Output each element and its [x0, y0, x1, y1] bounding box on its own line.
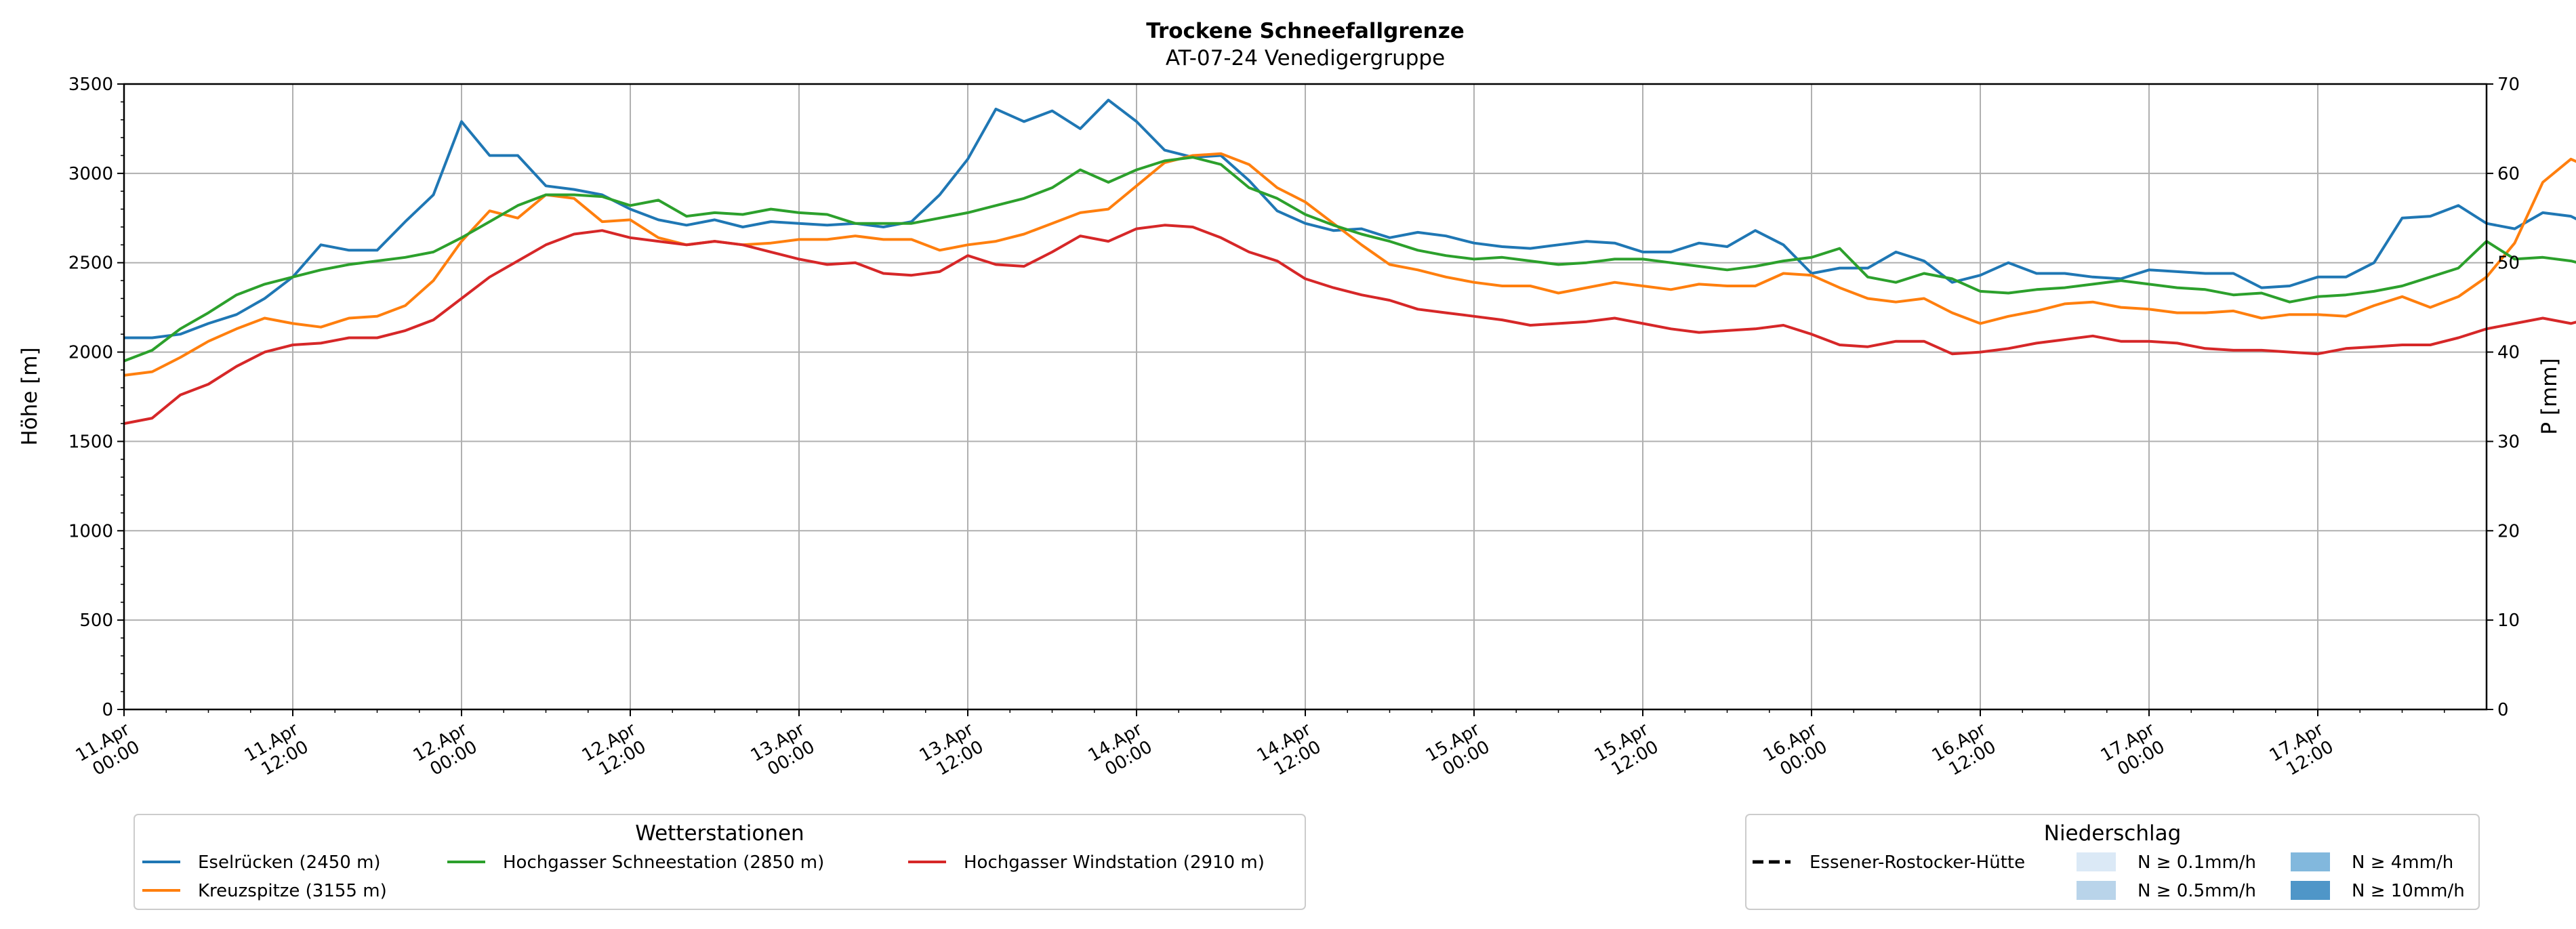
y-tick-label: 1000: [68, 521, 113, 541]
y2-tick-label: 60: [2497, 164, 2520, 184]
legend-stations-entries: Eselrücken (2450 m) Kreuzspitze (3155 m) H…: [142, 852, 1265, 901]
series-lines: [123, 98, 2576, 426]
legend-precipitation: Niederschlag Essener-Rostocker-Hütte N ≥…: [1745, 814, 2480, 910]
chart-subtitle: AT-07-24 Venedigergruppe: [1166, 46, 1445, 70]
legend-precip-swatch: [2291, 852, 2330, 871]
y-tick-label: 1500: [68, 432, 113, 452]
series-line-2: [123, 156, 2576, 363]
y-axis-label: Höhe [m]: [18, 347, 42, 445]
y2-tick-label: 0: [2497, 700, 2509, 720]
legend-precip-entries: N ≥ 0.1mm/h N ≥ 0.5mm/h N ≥ 4mm/h N ≥ 10mm/…: [2077, 852, 2465, 901]
chart-title: Trockene Schneefallgrenze: [1146, 19, 1465, 43]
grid: [124, 84, 2487, 709]
legend-station-label: Hochgasser Windstation (2910 m): [964, 852, 1265, 873]
series-line-1: [123, 152, 2576, 377]
series-line-3: [123, 224, 2576, 426]
legend-precip-title: Niederschlag: [2044, 821, 2182, 846]
legend-stations-title: Wetterstationen: [635, 821, 804, 846]
legend-stations: Wetterstationen Eselrücken (2450 m) Kreuz…: [134, 814, 1306, 910]
y2-tick-label: 50: [2497, 253, 2520, 274]
y2-tick-label: 70: [2497, 75, 2520, 95]
y2-tick-label: 30: [2497, 432, 2520, 452]
legend-precip-swatch: [2077, 881, 2116, 900]
legend-precip-label: N ≥ 10mm/h: [2352, 881, 2465, 901]
legend-precip-label: N ≥ 4mm/h: [2352, 852, 2453, 873]
legend-precip-label: N ≥ 0.1mm/h: [2138, 852, 2256, 873]
y-tick-label: 3500: [68, 75, 113, 95]
y-tick-label: 2500: [68, 253, 113, 274]
legend-precip-label: N ≥ 0.5mm/h: [2138, 881, 2256, 901]
y2-tick-label: 40: [2497, 343, 2520, 363]
y2-axis-label: P [mm]: [2537, 358, 2562, 434]
y2-tick-label: 20: [2497, 521, 2520, 541]
legend-stations-box: [134, 814, 1306, 910]
y-tick-label: 3000: [68, 164, 113, 184]
legend-precip-line-label: Essener-Rostocker-Hütte: [1810, 852, 2025, 873]
legend-precip-swatch: [2077, 852, 2116, 871]
legend-precip-swatch: [2291, 881, 2330, 900]
y-tick-label: 2000: [68, 343, 113, 363]
y-tick-label: 0: [102, 700, 113, 720]
y2-tick-label: 10: [2497, 611, 2520, 631]
y-tick-label: 500: [79, 611, 113, 631]
legend-station-label: Hochgasser Schneestation (2850 m): [503, 852, 824, 873]
legend-station-label: Eselrücken (2450 m): [198, 852, 381, 873]
legend-station-label: Kreuzspitze (3155 m): [198, 881, 387, 901]
